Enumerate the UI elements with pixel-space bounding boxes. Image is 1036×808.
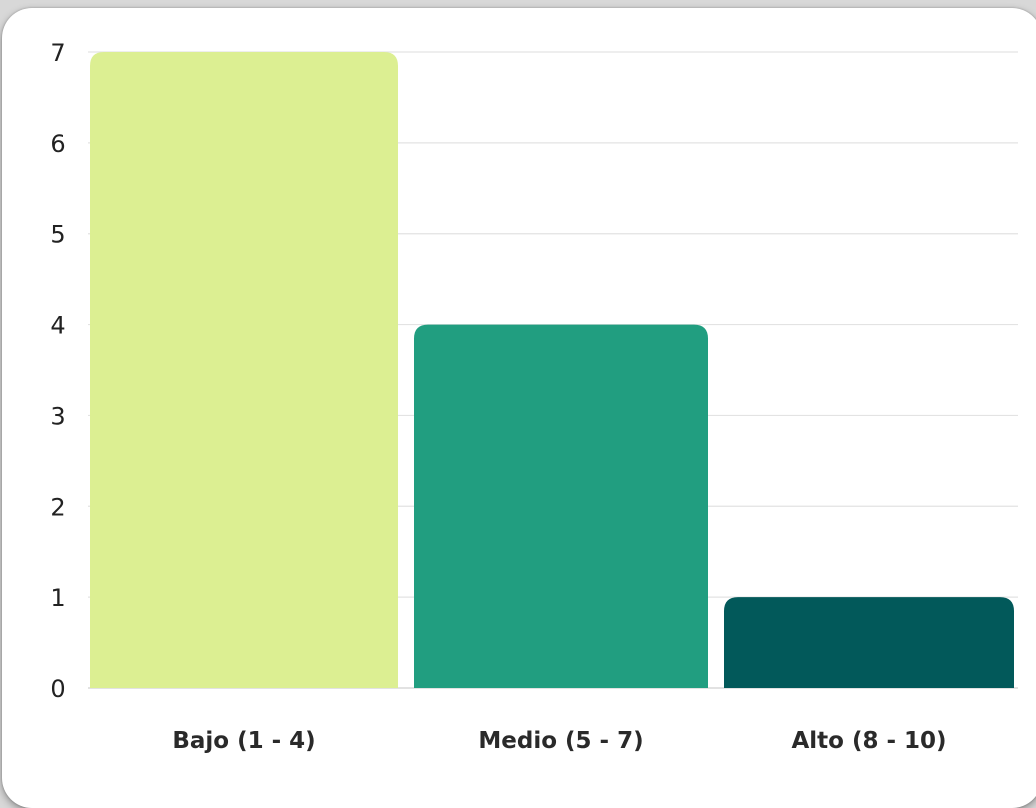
- y-tick-label: 6: [50, 130, 65, 158]
- y-tick-label: 0: [50, 675, 65, 703]
- x-category-label: Medio (5 - 7): [478, 728, 643, 754]
- y-tick-label: 2: [50, 493, 65, 521]
- y-tick-label: 3: [50, 402, 65, 430]
- bar-3: [724, 597, 1014, 688]
- x-category-label: Alto (8 - 10): [791, 728, 946, 754]
- y-tick-label: 5: [50, 221, 65, 249]
- y-tick-label: 1: [50, 584, 65, 612]
- x-axis-labels: Bajo (1 - 4) Medio (5 - 7) Alto (8 - 10): [172, 728, 946, 754]
- bar-2: [414, 324, 708, 688]
- bars: [90, 52, 1014, 688]
- y-axis-ticks: 0 1 2 3 4 5 6 7: [50, 39, 65, 703]
- bar-1: [90, 52, 398, 688]
- x-category-label: Bajo (1 - 4): [172, 728, 315, 754]
- y-tick-label: 4: [50, 312, 65, 340]
- y-tick-label: 7: [50, 39, 65, 67]
